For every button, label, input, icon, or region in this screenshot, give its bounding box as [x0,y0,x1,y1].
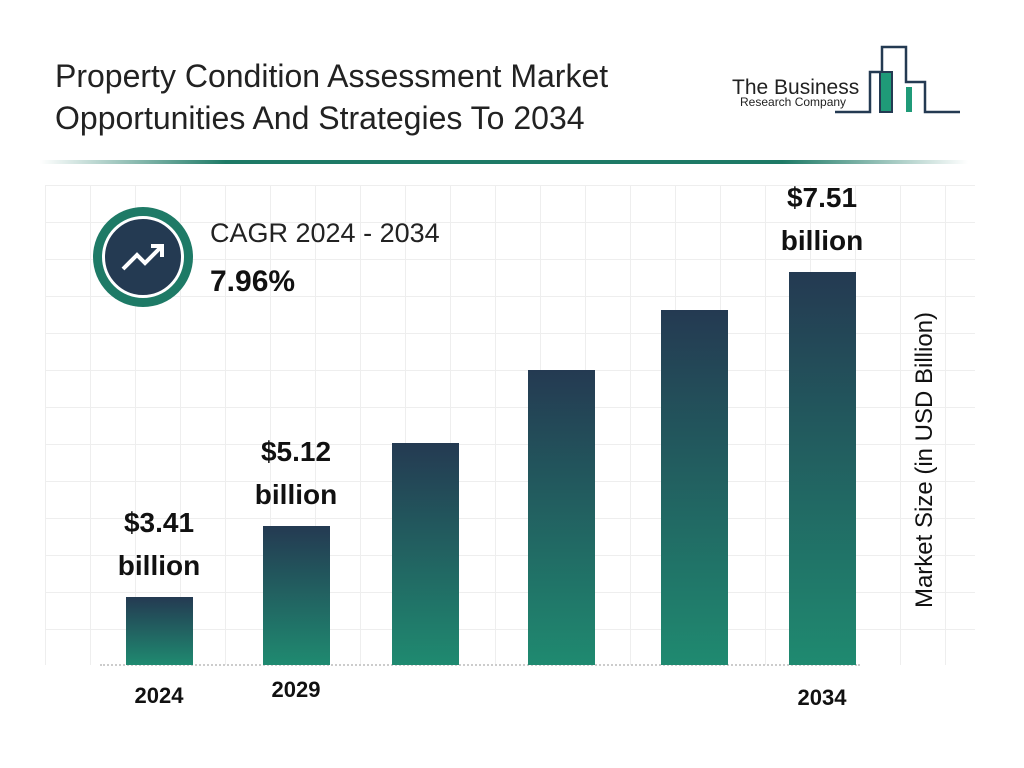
data-label: $7.51 billion [752,176,892,262]
bar [126,597,193,665]
data-label: $5.12 billion [226,430,366,516]
y-axis-label: Market Size (in USD Billion) [911,311,938,609]
bar [661,310,728,665]
page-title: Property Condition Assessment Market Opp… [55,55,608,139]
divider [40,160,968,164]
data-label-value: $3.41 [123,507,195,538]
cagr-value: 7.96% [210,265,296,298]
data-label: $3.41 billion [89,501,229,587]
title-line-1: Property Condition Assessment Market [55,58,609,94]
x-tick-label: 2034 [797,685,847,710]
trending-up-icon [93,207,193,307]
data-label-value: $5.12 [260,436,332,467]
bar [789,272,856,665]
bar [392,443,459,665]
chart-baseline [100,664,860,666]
data-label-unit: billion [117,550,201,581]
cagr-label: CAGR 2024 - 2034 [210,218,440,248]
x-tick-label: 2024 [134,683,184,708]
bar [528,369,595,665]
data-label-unit: billion [780,225,864,256]
company-logo: The Business Research Company [730,42,965,122]
bar [263,526,330,665]
x-tick-label: 2029 [271,677,321,702]
svg-text:The Business: The Business [732,76,859,99]
data-label-value: $7.51 [786,182,858,213]
title-line-2: Opportunities And Strategies To 2034 [55,100,585,136]
data-label-unit: billion [254,479,338,510]
svg-text:Research Company: Research Company [740,95,846,109]
